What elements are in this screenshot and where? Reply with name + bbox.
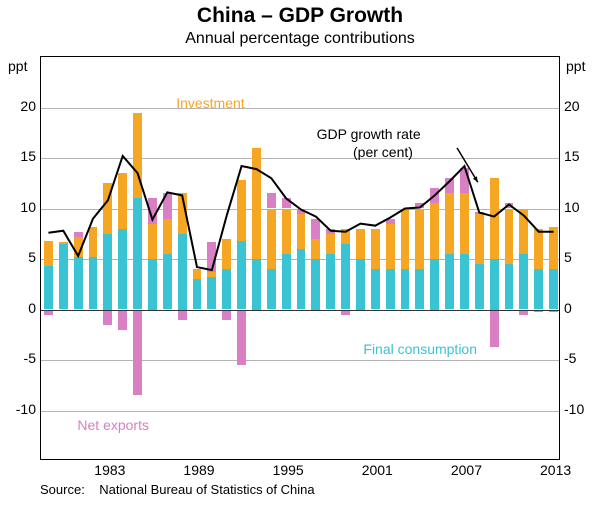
y-axis-unit-left: ppt [8, 58, 27, 74]
y-tick-right: -10 [564, 401, 584, 417]
y-tick-left: 10 [20, 199, 36, 215]
y-axis-unit-right: ppt [566, 58, 585, 74]
x-tick: 1995 [273, 462, 304, 478]
y-tick-right: 20 [564, 98, 580, 114]
y-tick-left: 5 [28, 249, 36, 265]
y-tick-left: 15 [20, 148, 36, 164]
x-tick: 2001 [362, 462, 393, 478]
source-line: Source: National Bureau of Statistics of… [40, 482, 315, 497]
y-tick-left: 20 [20, 98, 36, 114]
series-label-net_exports: Net exports [77, 417, 149, 433]
y-tick-right: 15 [564, 148, 580, 164]
y-tick-left: 0 [28, 300, 36, 316]
chart-container: China – GDP Growth Annual percentage con… [0, 0, 600, 510]
series-label-final_consumption: Final consumption [363, 341, 477, 357]
series-label-investment: Investment [176, 95, 244, 111]
y-tick-right: 10 [564, 199, 580, 215]
x-tick: 1983 [94, 462, 125, 478]
chart-title: China – GDP Growth [0, 0, 600, 28]
annotation-arrow [41, 57, 561, 461]
x-tick: 2013 [540, 462, 571, 478]
source-label: Source: [40, 482, 85, 497]
plot-area: Investment Final consumption Net exports GD… [40, 56, 560, 460]
y-tick-right: 0 [564, 300, 572, 316]
y-tick-right: -5 [564, 350, 576, 366]
series-label-gdp_line2: (per cent) [353, 144, 413, 160]
y-tick-left: -10 [16, 401, 36, 417]
x-tick: 2007 [451, 462, 482, 478]
series-label-gdp_line1: GDP growth rate [317, 126, 421, 142]
source-text: National Bureau of Statistics of China [99, 482, 314, 497]
x-tick: 1989 [183, 462, 214, 478]
y-tick-left: -5 [24, 350, 36, 366]
y-tick-right: 5 [564, 249, 572, 265]
chart-subtitle: Annual percentage contributions [0, 28, 600, 48]
